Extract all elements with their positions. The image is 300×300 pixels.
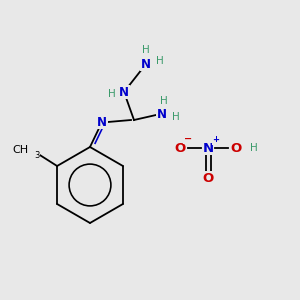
Text: N: N xyxy=(97,116,107,128)
Text: −: − xyxy=(184,134,192,144)
Text: +: + xyxy=(212,136,220,145)
Text: H: H xyxy=(250,143,258,153)
Text: O: O xyxy=(174,142,186,154)
Text: CH: CH xyxy=(12,145,28,155)
Text: H: H xyxy=(160,96,168,106)
Text: O: O xyxy=(202,172,214,184)
Text: 3: 3 xyxy=(34,151,40,160)
Text: O: O xyxy=(230,142,242,154)
Text: N: N xyxy=(202,142,214,154)
Text: N: N xyxy=(157,109,167,122)
Text: H: H xyxy=(142,45,150,55)
Text: H: H xyxy=(172,112,180,122)
Text: N: N xyxy=(119,85,129,98)
Text: H: H xyxy=(108,89,116,99)
Text: H: H xyxy=(156,56,164,66)
Text: N: N xyxy=(141,58,151,70)
